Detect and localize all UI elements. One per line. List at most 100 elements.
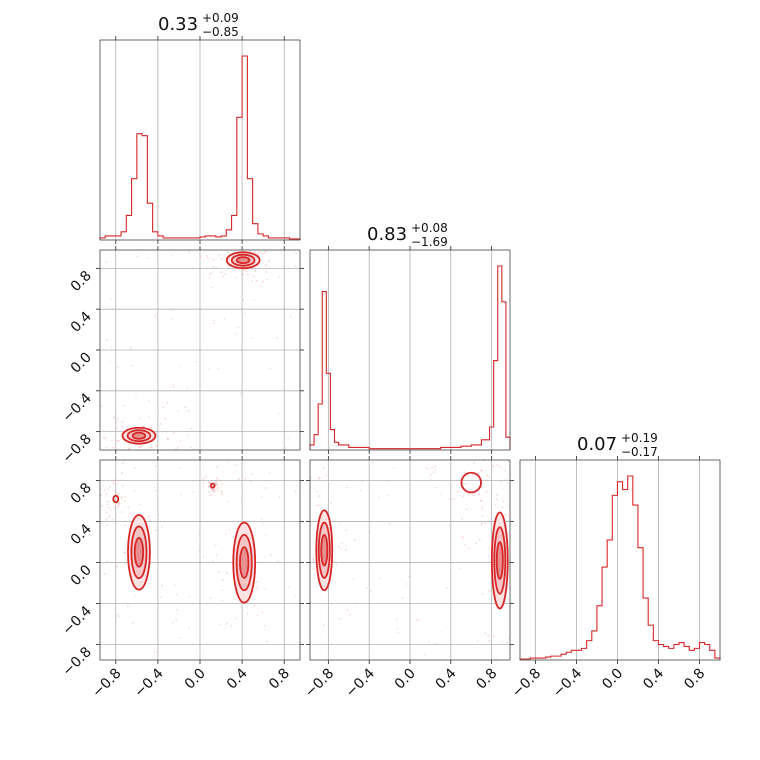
scatter-point [217,367,220,370]
scatter-point [335,563,338,566]
scatter-point [105,446,108,449]
scatter-point [393,467,395,469]
scatter-point [111,518,114,521]
scatter-point [265,264,267,266]
hist-frame-0 [99,39,301,241]
scatter-point [283,500,286,502]
scatter-point [405,583,407,585]
scatter-point [230,625,232,627]
scatter-point [316,490,318,493]
scatter-point [217,571,220,574]
scatter-point [339,547,342,550]
scatter-point [331,579,333,582]
scatter-point [264,487,267,489]
contour-mode-0-level-2 [133,537,145,568]
scatter-point [215,487,218,490]
scatter-point [189,446,192,449]
scatter-point [113,415,116,418]
scatter-point [157,513,160,516]
scatter-point [117,613,119,616]
scatter-point [316,504,319,507]
scatter-frame [309,459,511,661]
scatter-point [318,495,321,498]
contour-mode-1-level-2 [495,541,504,580]
scatter-point [426,467,429,470]
scatter-point [207,481,210,484]
scatter-point [260,496,263,498]
scatter-point [312,558,314,561]
scatter-point [278,412,280,415]
scatter-point [262,523,265,525]
scatter-point [207,486,210,488]
scatter-point [265,640,268,643]
scatter-point [488,639,490,642]
hist-0-grid [115,40,285,240]
scatter-point [105,261,108,263]
hist-line-1 [309,265,511,450]
scatter-point [478,493,480,496]
contour-mode-2-level-0 [460,471,482,494]
scatter-point [153,650,156,653]
scatter-point [164,418,167,420]
scatter-point [139,503,142,506]
scatter-point [445,587,448,590]
scatter-point [166,402,169,404]
scatter-point [432,471,435,474]
scatter-point [212,319,215,322]
scatter-point [264,534,267,536]
scatter-point [117,503,120,506]
hist-2-xtick-label: 0.4 [640,665,667,692]
scatter-point [118,493,121,496]
scatter-point [460,518,463,520]
scatter-point [282,265,284,268]
scatter-point [118,615,121,618]
scatter-point [218,254,221,257]
scatter-point [506,641,508,644]
scatter-point [139,417,141,420]
scatter-point [201,478,204,481]
scatter-point [138,446,141,449]
scatter-point [496,494,499,496]
scatter-point [124,551,127,554]
scatter-point [487,634,490,637]
scatter-point [245,270,248,273]
scatter-point [172,383,175,386]
scatter-point [232,267,235,270]
scatter-point [253,605,256,607]
scatter-point [339,522,341,525]
scatter-point [221,589,224,591]
scatter-point [261,611,264,613]
scatter-point [117,505,120,508]
scatter-point [153,486,156,488]
scatter-point [223,254,226,257]
scatter-point [310,476,313,479]
scatter-point [121,462,124,465]
scatter-point [260,517,263,520]
scatter-point [401,597,404,599]
scatter-point [261,280,264,283]
scatter-point [277,559,279,562]
scatter-point [173,386,175,388]
scatter-point [215,481,218,483]
scatter-point [295,252,297,254]
scatter-point [103,573,106,575]
scatter-point [188,250,191,252]
scatter-point [211,559,214,562]
sc-02-xtick-label: 0.4 [224,665,251,692]
scatter-point [434,486,437,489]
scatter-point [225,622,228,625]
scatter-point [429,474,432,476]
scatter-point [155,444,158,447]
scatter-point [263,624,266,627]
scatter-point [269,553,272,556]
hist-line-0 [99,55,301,240]
scatter-point [179,637,182,639]
scatter-point [219,479,222,482]
scatter-point [293,595,296,598]
scatter-point [109,486,111,489]
scatter-point [135,595,137,598]
hist-2-xtick-label: −0.4 [550,665,585,700]
scatter-point [171,318,174,320]
scatter-point [110,298,112,300]
